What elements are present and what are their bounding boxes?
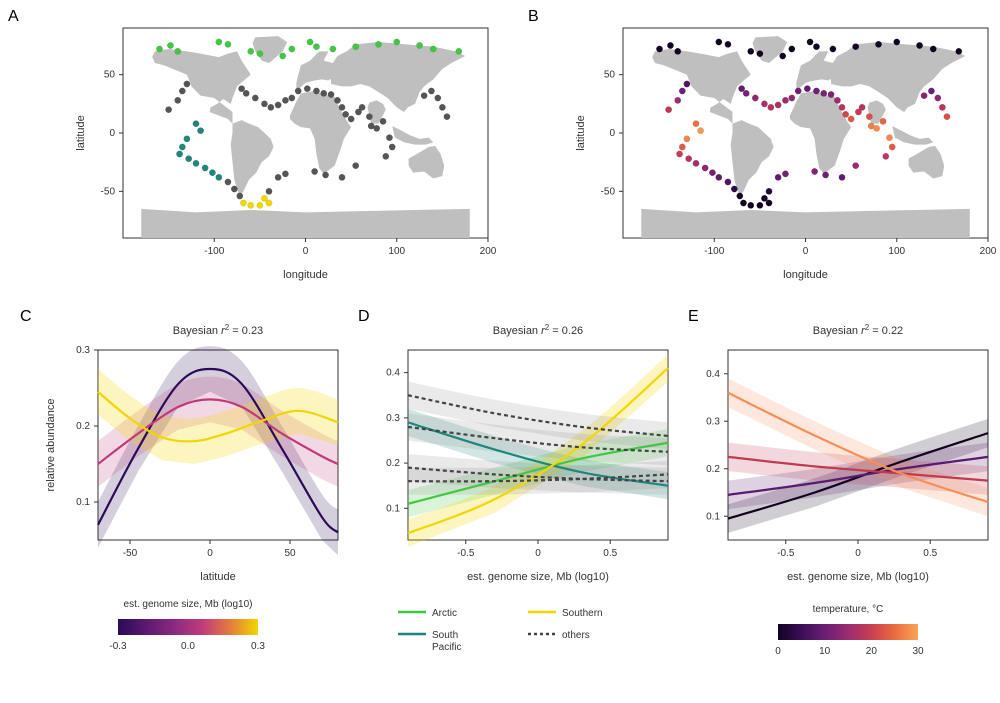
svg-text:100: 100: [388, 246, 405, 257]
svg-text:0: 0: [207, 548, 213, 559]
svg-text:-0.5: -0.5: [457, 548, 475, 559]
panel-E-chart: Bayesian r2 = 0.22 -0.5 0 0.5 0.1 0.2 0.3 0.4 es…: [688, 318, 998, 588]
svg-text:0.5: 0.5: [603, 548, 617, 559]
svg-text:est. genome size, Mb (log10): est. genome size, Mb (log10): [467, 571, 609, 583]
svg-text:10: 10: [819, 646, 831, 657]
svg-text:200: 200: [980, 246, 997, 257]
svg-text:50: 50: [604, 70, 616, 81]
svg-text:temperature, °C: temperature, °C: [813, 604, 884, 615]
svg-text:0.4: 0.4: [706, 369, 720, 380]
svg-text:0.1: 0.1: [386, 503, 400, 514]
svg-text:50: 50: [104, 70, 116, 81]
svg-text:0.4: 0.4: [386, 368, 400, 379]
svg-text:longitude: longitude: [283, 269, 328, 281]
svg-text:0.3: 0.3: [76, 345, 90, 356]
svg-text:Bayesian r2 = 0.22: Bayesian r2 = 0.22: [813, 323, 903, 338]
svg-text:20: 20: [866, 646, 878, 657]
panel-B-map: -100 0 100 200 -50 0 50 longitude latitude: [568, 18, 998, 288]
svg-text:0: 0: [855, 548, 861, 559]
svg-text:0.2: 0.2: [386, 458, 400, 469]
panel-D-chart: Bayesian r2 = 0.26 -0.5 0 0.5 0.1 0.2 0.3 0.4 es…: [368, 318, 678, 588]
figure: A B C D E -1000100200-50050longitudelati…: [8, 8, 992, 689]
svg-text:0.1: 0.1: [706, 511, 720, 522]
svg-text:relative abundance: relative abundance: [45, 399, 57, 492]
svg-text:Southern: Southern: [562, 608, 603, 619]
svg-text:0: 0: [775, 646, 781, 657]
svg-text:longitude: longitude: [783, 269, 828, 281]
svg-text:est. genome size, Mb (log10): est. genome size, Mb (log10): [124, 599, 253, 610]
svg-text:0.3: 0.3: [251, 641, 265, 652]
svg-text:200: 200: [480, 246, 497, 257]
svg-text:30: 30: [912, 646, 924, 657]
panel-C-legend: est. genome size, Mb (log10) -0.3 0.0 0.3: [58, 593, 318, 703]
panel-C-label: C: [20, 308, 32, 326]
svg-text:-50: -50: [101, 186, 116, 197]
svg-text:0.2: 0.2: [706, 464, 720, 475]
svg-text:SouthPacific: SouthPacific: [432, 630, 461, 653]
panel-C-chart: Bayesian r2 = 0.23 -50 0 50 0.1 0.2 0.3 latitud…: [38, 318, 348, 588]
svg-text:latitude: latitude: [575, 115, 587, 150]
svg-text:Bayesian r2 = 0.26: Bayesian r2 = 0.26: [493, 323, 583, 338]
svg-text:100: 100: [888, 246, 905, 257]
panel-D-legend: Arctic Southern SouthPacific others: [388, 598, 668, 698]
svg-text:50: 50: [284, 548, 296, 559]
svg-text:0.2: 0.2: [76, 421, 90, 432]
svg-text:0.5: 0.5: [923, 548, 937, 559]
svg-text:latitude: latitude: [200, 571, 235, 583]
svg-text:0: 0: [535, 548, 541, 559]
svg-text:0: 0: [109, 128, 115, 139]
svg-text:0: 0: [303, 246, 309, 257]
svg-text:0.1: 0.1: [76, 497, 90, 508]
svg-text:0: 0: [609, 128, 615, 139]
svg-text:Bayesian r2 = 0.23: Bayesian r2 = 0.23: [173, 323, 263, 338]
svg-text:-100: -100: [704, 246, 724, 257]
panel-E-legend: temperature, °C 0 10 20 30: [718, 598, 978, 698]
svg-text:-0.3: -0.3: [109, 641, 127, 652]
svg-text:0.3: 0.3: [706, 416, 720, 427]
svg-text:-50: -50: [123, 548, 138, 559]
svg-text:-100: -100: [204, 246, 224, 257]
svg-text:Arctic: Arctic: [432, 608, 457, 619]
svg-text:est. genome size, Mb (log10): est. genome size, Mb (log10): [787, 571, 929, 583]
panel-A-map: -100 0 100 200 -50 0 50 longitude latitude: [68, 18, 498, 288]
svg-text:-0.5: -0.5: [777, 548, 795, 559]
svg-text:-50: -50: [601, 186, 616, 197]
svg-text:0.3: 0.3: [386, 413, 400, 424]
svg-text:others: others: [562, 630, 590, 641]
svg-text:latitude: latitude: [75, 115, 87, 150]
panel-B-label: B: [528, 8, 539, 26]
svg-text:0.0: 0.0: [181, 641, 195, 652]
panel-A-label: A: [8, 8, 19, 26]
svg-text:0: 0: [803, 246, 809, 257]
